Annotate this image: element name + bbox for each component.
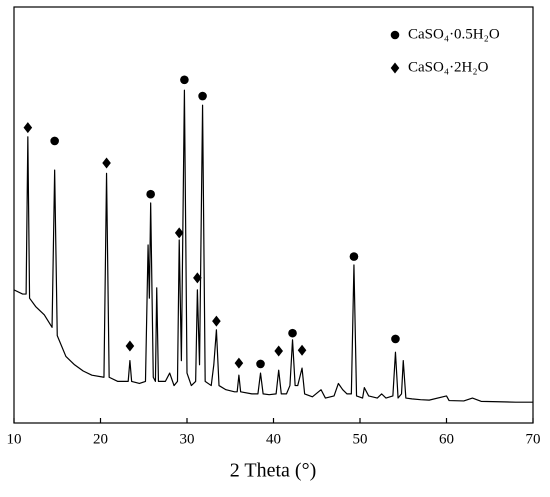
- x-tick-label: 50: [353, 431, 368, 447]
- peak-marker: [193, 272, 202, 284]
- peak-marker: [349, 252, 359, 261]
- x-tick-label: 70: [526, 431, 541, 447]
- legend-label: CaSO₄·0.5H₂O: [408, 26, 500, 42]
- peak-marker: [23, 122, 33, 134]
- xrd-pattern: [13, 89, 533, 403]
- peak-marker: [174, 227, 184, 239]
- x-tick-label: 20: [93, 431, 108, 447]
- x-tick-label: 60: [439, 431, 454, 447]
- peak-marker: [234, 357, 244, 369]
- x-tick-label: 40: [266, 431, 281, 447]
- peak-marker: [198, 91, 207, 101]
- peak-marker: [391, 334, 400, 344]
- peak-marker: [274, 345, 283, 357]
- peak-marker: [146, 189, 155, 199]
- peak-marker: [288, 328, 297, 338]
- x-tick-label: 30: [180, 431, 195, 447]
- peak-marker: [212, 315, 221, 327]
- peak-marker: [297, 344, 307, 356]
- peak-marker: [256, 359, 265, 369]
- peak-marker: [180, 75, 189, 85]
- legend-marker: [390, 30, 400, 40]
- peak-marker: [50, 136, 59, 146]
- peak-marker: [102, 157, 111, 169]
- legend-marker: [390, 62, 400, 74]
- peak-marker: [125, 340, 135, 352]
- x-tick-label: 10: [7, 431, 22, 447]
- legend-label: CaSO₄·2H₂O: [408, 59, 489, 75]
- x-axis-label: 2 Theta (°): [230, 460, 316, 482]
